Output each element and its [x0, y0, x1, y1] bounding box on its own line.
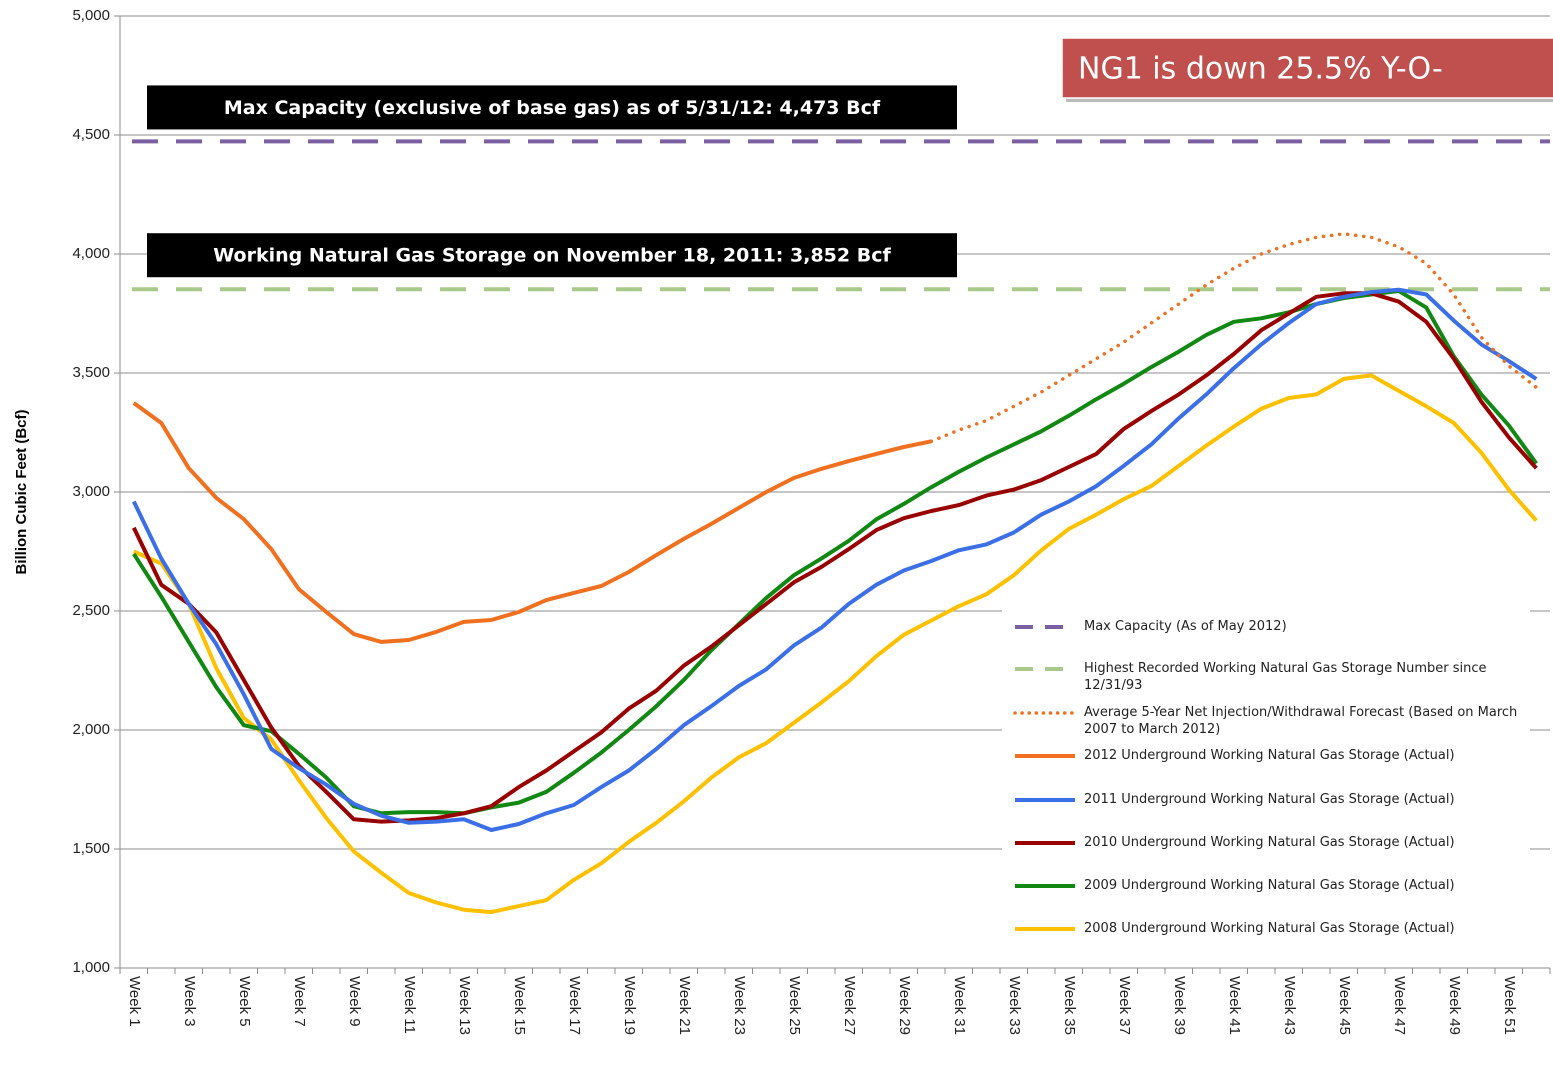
annotation: Working Natural Gas Storage on November …	[213, 245, 891, 267]
annotation: Max Capacity (exclusive of base gas) as …	[224, 97, 881, 119]
x-tick-label: Week 19	[621, 976, 638, 1035]
callout-box	[1061, 37, 1553, 99]
legend-item: Average 5-Year Net Injection/Withdrawal …	[1084, 705, 1518, 737]
legend-label: 2012 Underground Working Natural Gas Sto…	[1084, 748, 1455, 763]
legend-label: 2008 Underground Working Natural Gas Sto…	[1084, 921, 1455, 936]
legend-item: Max Capacity (As of May 2012)	[1084, 619, 1287, 634]
legend-item: 2012 Underground Working Natural Gas Sto…	[1084, 748, 1455, 763]
series-line	[133, 373, 1538, 915]
x-tick-label: Week 47	[1391, 976, 1408, 1035]
x-tick-label: Week 13	[456, 976, 473, 1035]
y-tick-label: 4,500	[72, 126, 110, 143]
x-tick-label: Week 5	[236, 976, 253, 1027]
x-tick-label: Week 7	[291, 976, 308, 1027]
y-tick-label: 3,500	[72, 364, 110, 381]
legend-item: 2010 Underground Working Natural Gas Sto…	[1084, 835, 1455, 850]
legend-box	[1002, 608, 1530, 956]
x-tick-label: Week 33	[1006, 976, 1023, 1035]
legend-label: Highest Recorded Working Natural Gas Sto…	[1084, 661, 1487, 693]
series-line	[131, 291, 1538, 824]
x-tick-label: Week 43	[1281, 976, 1298, 1035]
x-tick-label: Week 51	[1501, 976, 1518, 1035]
x-tick-label: Week 3	[181, 976, 198, 1027]
x-tick-label: Week 17	[566, 976, 583, 1035]
y-axis-title: Billion Cubic Feet (Bcf)	[13, 409, 30, 574]
x-tick-label: Week 37	[1116, 976, 1133, 1035]
series-line	[132, 401, 932, 644]
callout-text: NG1 is down 25.5% Y-O-	[1078, 52, 1443, 87]
x-tick-label: Week 23	[731, 976, 748, 1035]
annotation-box	[147, 233, 957, 278]
x-tick-label: Week 31	[951, 976, 968, 1035]
x-tick-label: Week 45	[1336, 976, 1353, 1035]
x-tick-label: Week 49	[1446, 976, 1463, 1035]
annotation-box	[147, 85, 957, 130]
x-tick-label: Week 21	[676, 976, 693, 1035]
legend-item: 2008 Underground Working Natural Gas Sto…	[1084, 921, 1455, 936]
x-tick-label: Week 35	[1061, 976, 1078, 1035]
legend-label: 2011 Underground Working Natural Gas Sto…	[1084, 792, 1455, 807]
x-tick-label: Week 39	[1171, 976, 1188, 1035]
legend-label: 2009 Underground Working Natural Gas Sto…	[1084, 878, 1455, 893]
x-tick-label: Week 11	[401, 976, 418, 1034]
legend-item: 2009 Underground Working Natural Gas Sto…	[1084, 878, 1455, 893]
y-tick-label: 1,000	[72, 959, 110, 976]
x-tick-label: Week 41	[1226, 976, 1243, 1035]
y-tick-label: 2,000	[72, 721, 110, 738]
y-tick-label: 1,500	[72, 840, 110, 857]
x-tick-label: Week 29	[896, 976, 913, 1035]
x-tick-label: Week 9	[346, 976, 363, 1027]
legend-label: Max Capacity (As of May 2012)	[1084, 619, 1287, 634]
legend-label: 2010 Underground Working Natural Gas Sto…	[1084, 835, 1455, 850]
x-tick-label: Week 15	[511, 976, 528, 1035]
x-tick-label: Week 1	[126, 976, 143, 1027]
series-line	[929, 232, 1539, 444]
legend-item: Highest Recorded Working Natural Gas Sto…	[1084, 661, 1487, 693]
legend-label: Average 5-Year Net Injection/Withdrawal …	[1084, 705, 1518, 737]
series-line	[131, 287, 1538, 832]
y-tick-label: 2,500	[72, 602, 110, 619]
x-tick-label: Week 27	[841, 976, 858, 1035]
y-tick-label: 3,000	[72, 483, 110, 500]
y-tick-label: 4,000	[72, 245, 110, 262]
legend-item: 2011 Underground Working Natural Gas Sto…	[1084, 792, 1455, 807]
y-tick-label: 5,000	[72, 7, 110, 24]
x-tick-label: Week 25	[786, 976, 803, 1035]
